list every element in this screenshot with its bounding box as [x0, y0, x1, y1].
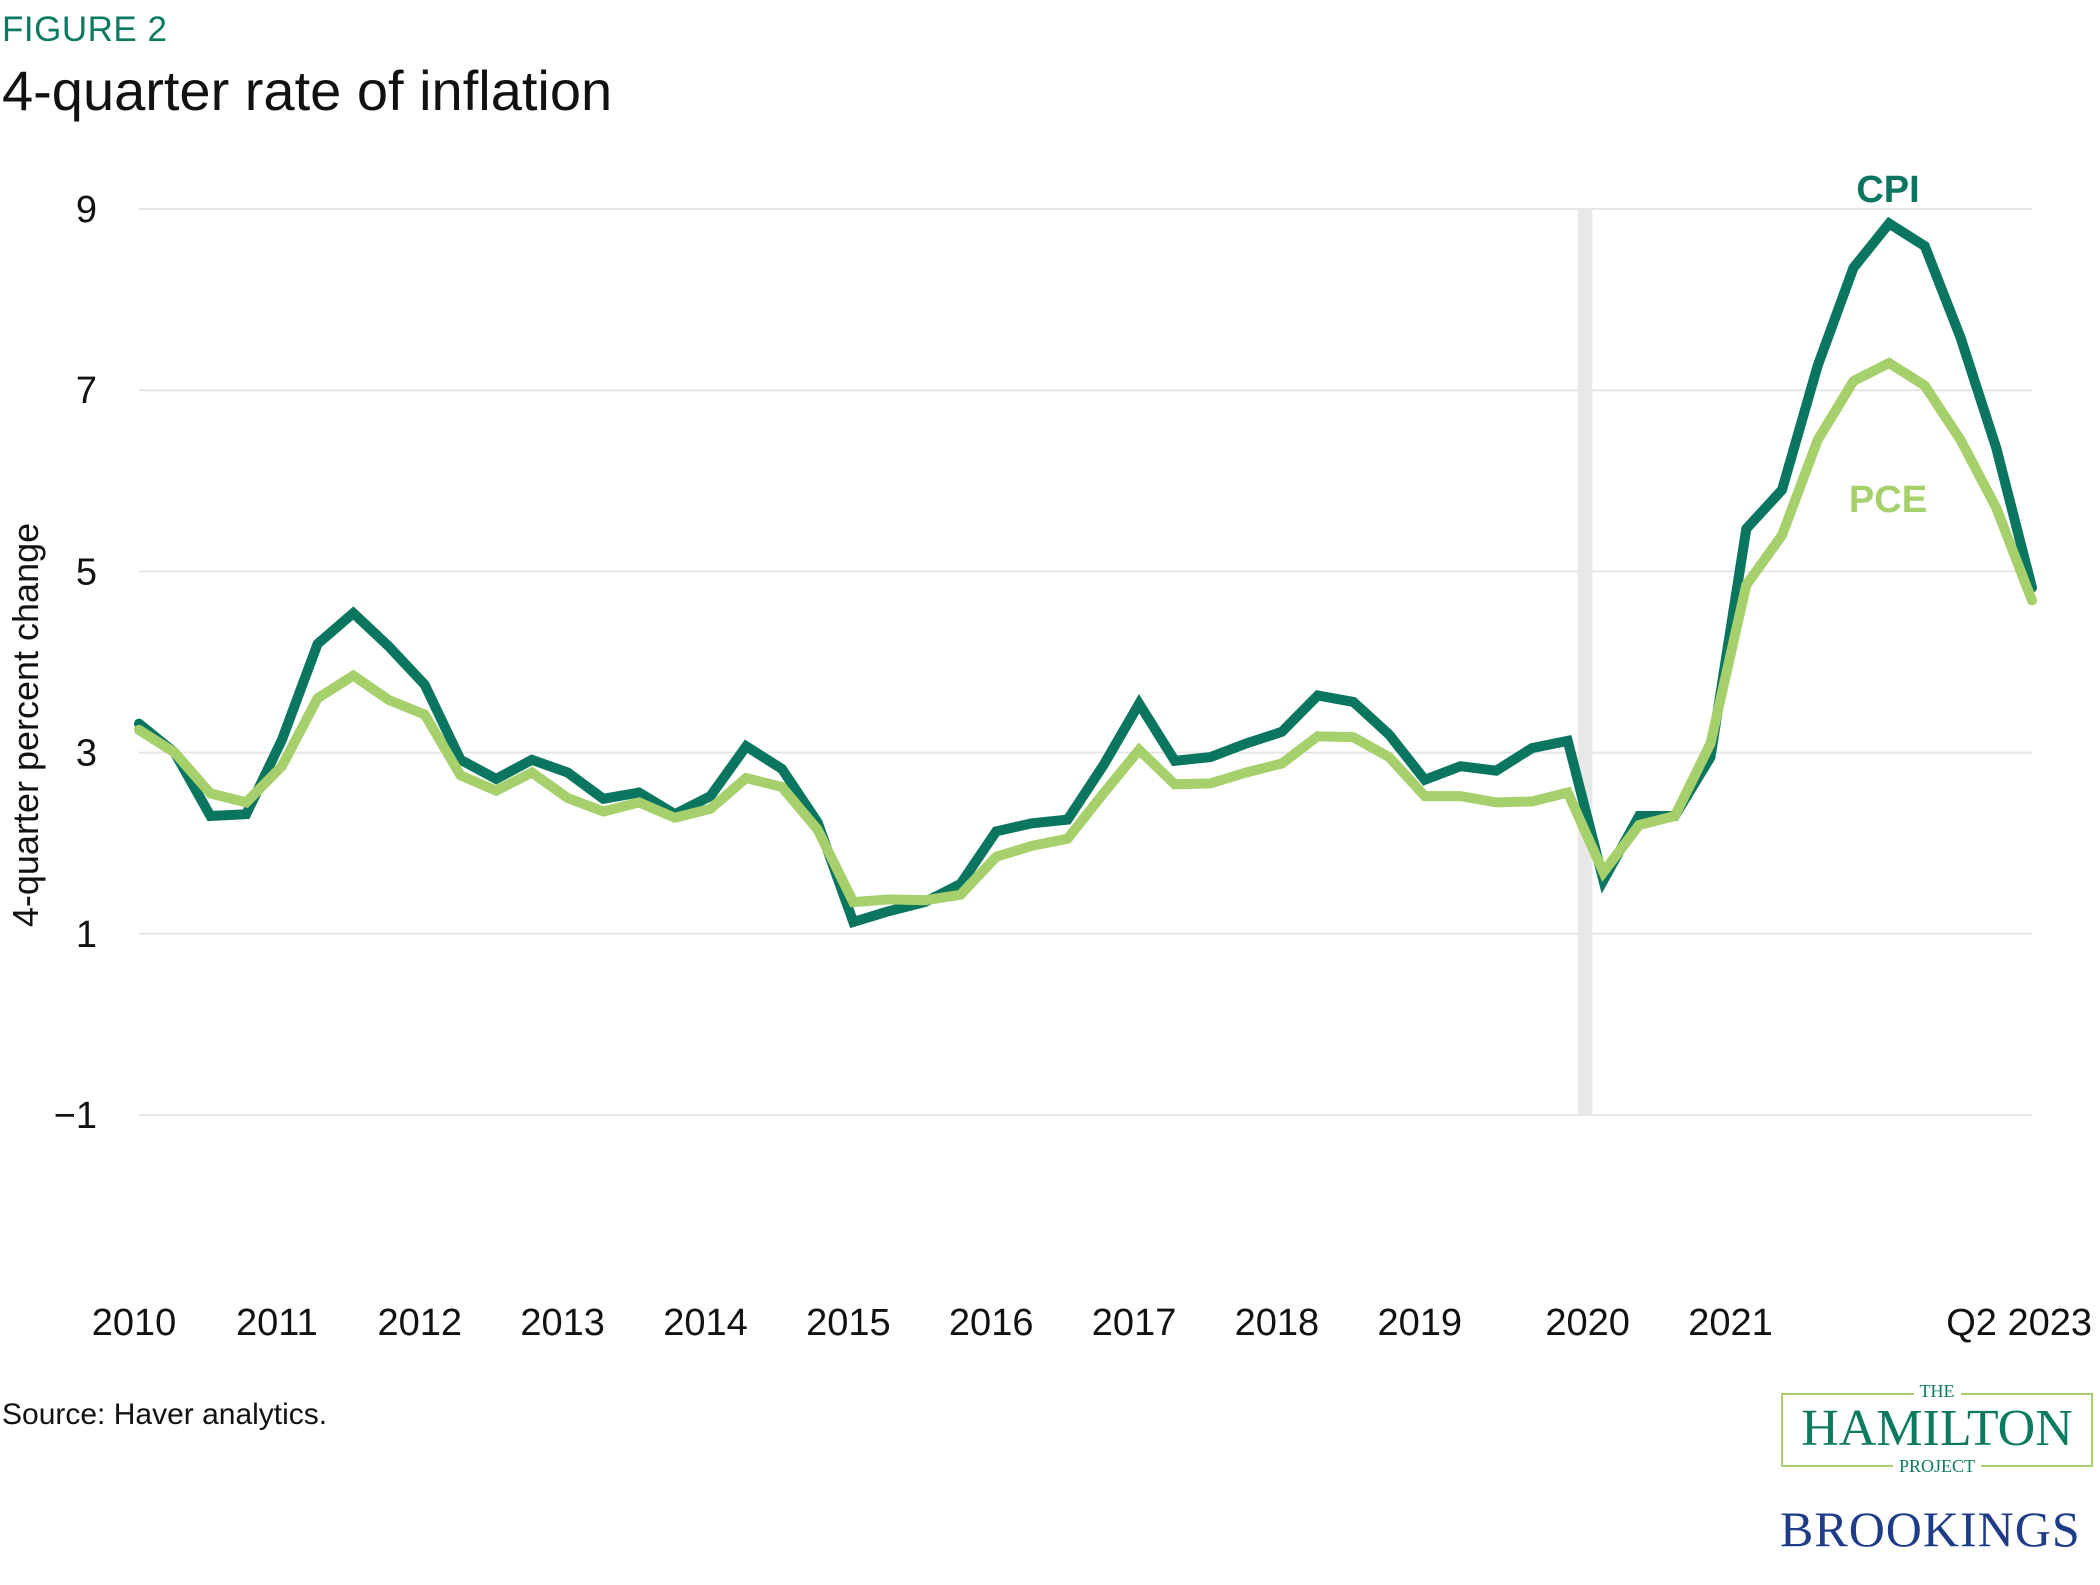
series-line-pce — [134, 357, 2037, 908]
x-tick-label: 2012 — [377, 1302, 462, 1344]
series-label-cpi: CPI — [1856, 169, 1919, 211]
x-tick-label: 2020 — [1545, 1302, 1630, 1344]
x-tick-label: 2015 — [806, 1302, 891, 1344]
brookings-logo: BROOKINGS — [1780, 1501, 2081, 1557]
logo-the: THE — [1913, 1381, 1961, 1401]
y-axis-label: 4-quarter percent change — [5, 523, 46, 927]
x-tick-label: 2019 — [1378, 1302, 1463, 1344]
y-tick-label: 7 — [76, 370, 97, 412]
series-label-pce: PCE — [1849, 479, 1927, 521]
figure-label: FIGURE 2 — [2, 10, 168, 49]
x-tick-label: 2018 — [1235, 1302, 1320, 1344]
chart-title: 4-quarter rate of inflation — [2, 59, 613, 122]
x-tick-label: 2011 — [236, 1302, 318, 1344]
y-tick-label: 3 — [76, 733, 97, 775]
x-tick-label: 2010 — [92, 1302, 177, 1344]
x-tick-label: 2021 — [1688, 1302, 1773, 1344]
y-tick-label: 9 — [76, 189, 97, 231]
y-tick-label: 1 — [76, 914, 97, 956]
source-note: Source: Haver analytics. — [2, 1398, 328, 1431]
logo-hamilton: HAMILTON — [1801, 1400, 2073, 1457]
x-tick-label: Q2 2023 — [1946, 1302, 2092, 1344]
x-tick-label: 2016 — [949, 1302, 1034, 1344]
recession-shade — [1577, 209, 1593, 1115]
hamilton-project-logo: THE HAMILTON PROJECT — [1781, 1381, 2093, 1476]
x-tick-label: 2014 — [663, 1302, 748, 1344]
x-tick-label: 2013 — [520, 1302, 605, 1344]
logo-project: PROJECT — [1892, 1456, 1982, 1476]
y-tick-label: 5 — [76, 551, 97, 593]
y-tick-label: −1 — [54, 1095, 97, 1137]
x-tick-label: 2017 — [1092, 1302, 1177, 1344]
